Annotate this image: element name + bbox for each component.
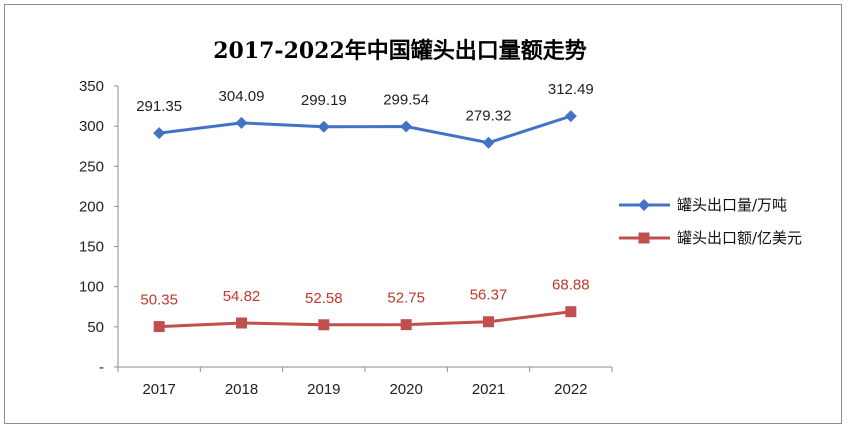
data-point-marker [565, 306, 577, 318]
data-point-marker [236, 317, 247, 329]
chart-title: 2017-2022年中国罐头出口量额走势 [213, 38, 587, 64]
series-line [159, 310, 572, 329]
y-tick-label: 300 [79, 118, 104, 135]
y-tick-label: 150 [79, 239, 104, 256]
data-label: 291.35 [136, 98, 182, 115]
data-label: 299.54 [383, 92, 429, 109]
data-label: 56.37 [470, 287, 508, 304]
y-tick-label: 350 [79, 78, 104, 95]
data-label: 279.32 [466, 108, 512, 125]
x-tick-label: 2021 [472, 381, 505, 398]
y-tick-label: 50 [87, 319, 104, 336]
y-tick-label: 250 [79, 158, 104, 175]
x-tick-label: 2018 [225, 381, 258, 398]
series-line [158, 114, 572, 145]
legend-label: 罐头出口额/亿美元 [677, 229, 802, 247]
legend-marker [638, 199, 650, 211]
data-label: 50.35 [140, 292, 178, 309]
data-label: 299.19 [301, 92, 347, 109]
y-tick-label: 100 [79, 279, 104, 296]
data-label: 52.75 [387, 290, 425, 307]
legend-marker [638, 232, 650, 244]
data-point-marker [400, 120, 413, 133]
data-point-marker [153, 127, 166, 140]
data-point-marker [317, 120, 330, 133]
x-tick-label: 2022 [554, 381, 587, 398]
data-label: 304.09 [219, 88, 265, 105]
data-point-marker [153, 321, 165, 333]
data-point-marker [483, 316, 494, 328]
data-point-marker [318, 319, 330, 331]
chart-frame [4, 4, 842, 424]
legend-label: 罐头出口量/万吨 [677, 196, 787, 214]
data-point-marker [482, 136, 495, 149]
data-label: 54.82 [223, 288, 261, 305]
data-point-marker [564, 110, 577, 123]
x-tick-label: 2019 [307, 381, 340, 398]
x-tick-label: 2017 [142, 381, 175, 398]
data-point-marker [235, 116, 248, 129]
data-label: 68.88 [552, 277, 590, 294]
data-label: 52.58 [305, 290, 343, 307]
x-tick-label: 2020 [389, 381, 422, 398]
data-label: 312.49 [548, 81, 594, 98]
data-point-marker [400, 319, 412, 331]
y-tick-label: 200 [79, 198, 104, 215]
y-tick-label: - [99, 359, 104, 376]
